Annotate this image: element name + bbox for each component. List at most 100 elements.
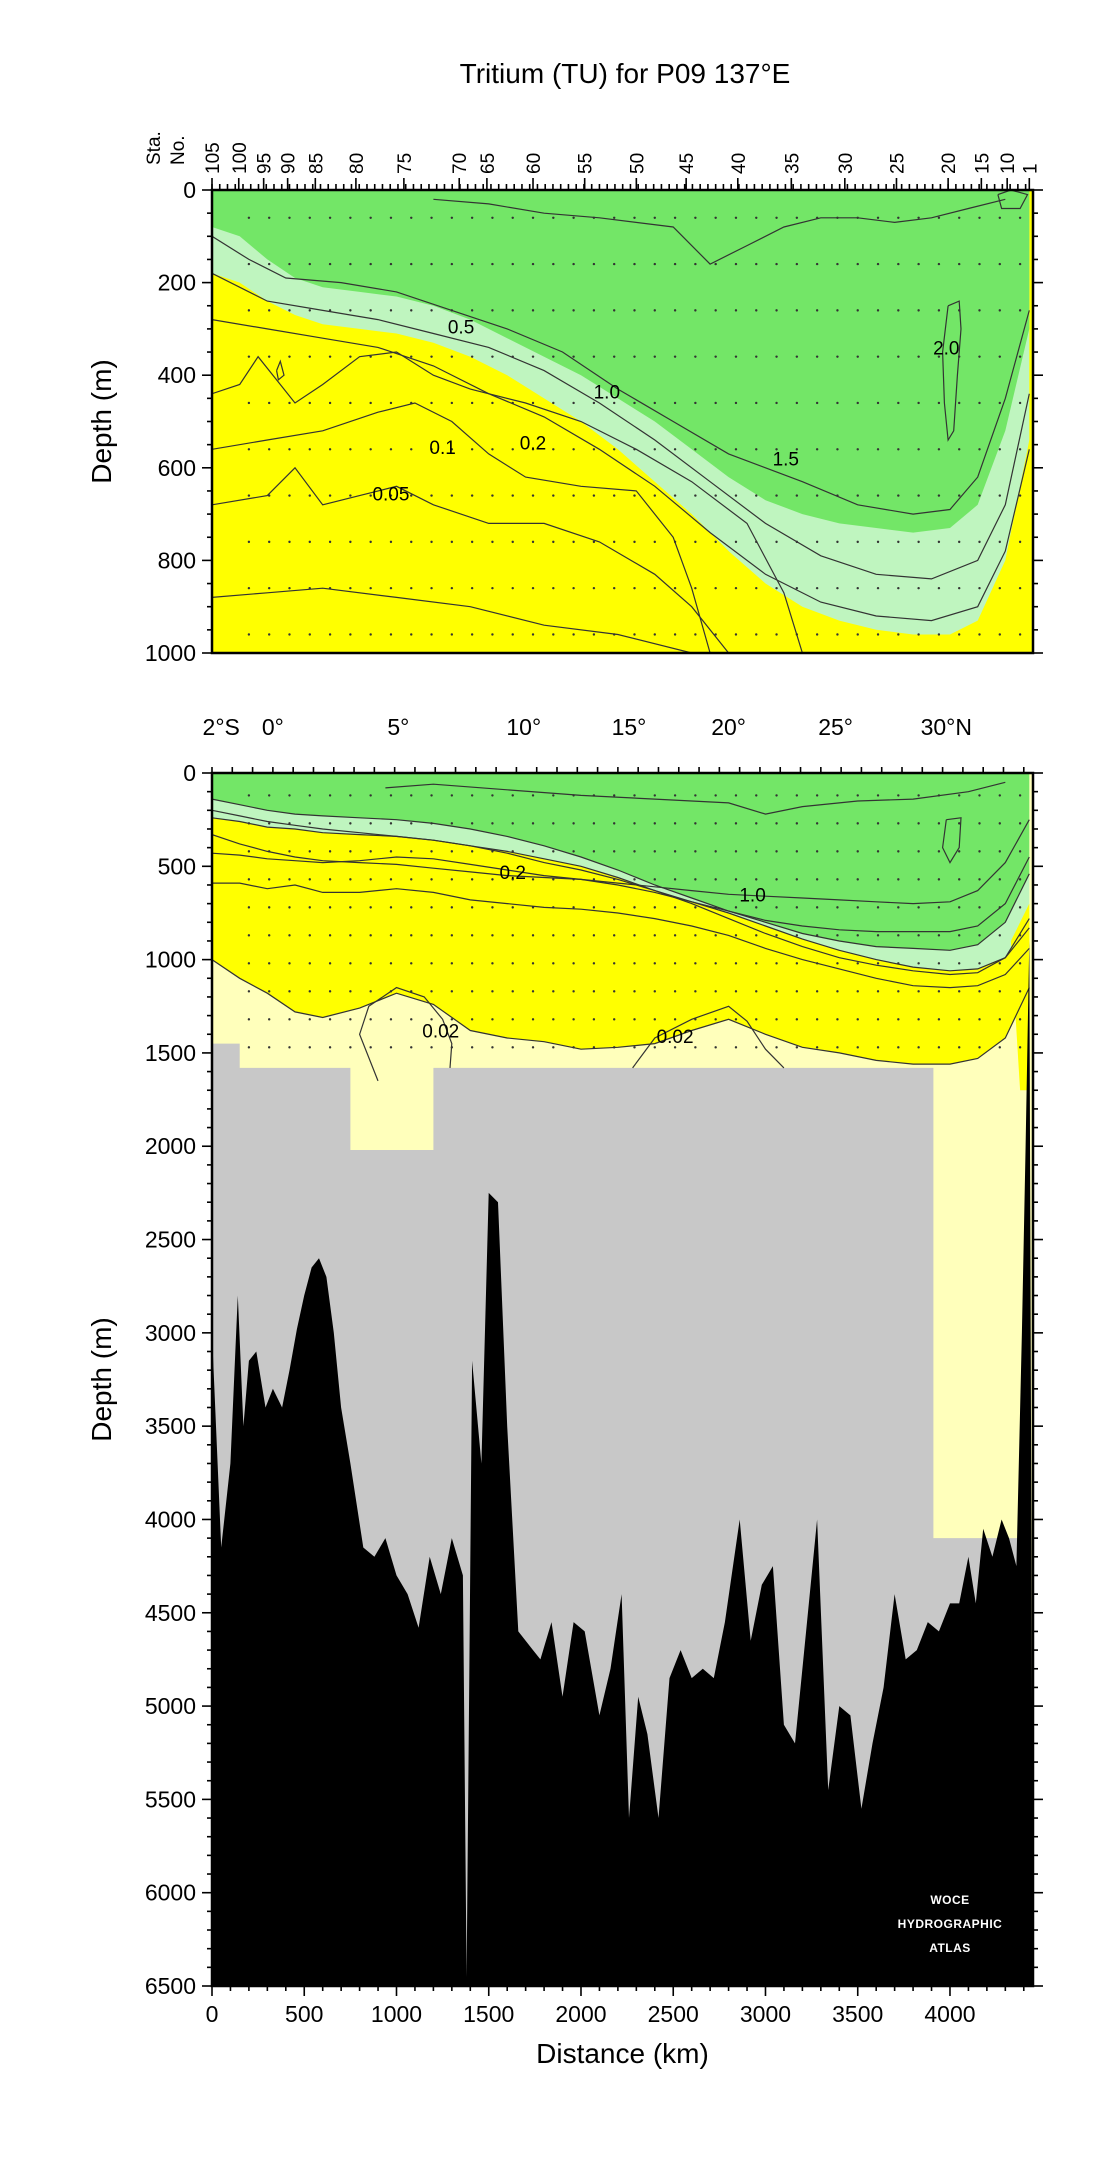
sample-dot (937, 794, 941, 797)
sample-dot (978, 850, 981, 853)
sample-dot (247, 962, 251, 965)
sample-dot (876, 355, 880, 358)
watermark-woce: WOCE (930, 1893, 969, 1907)
contour-label: 2.0 (933, 338, 959, 359)
sample-dot (917, 906, 920, 909)
sample-dot (714, 216, 717, 219)
sample-dot (389, 309, 393, 312)
contour-label: 1.0 (739, 885, 765, 906)
contour-label: 0.1 (429, 438, 455, 459)
sample-dot (856, 934, 859, 937)
sample-dot (470, 962, 474, 965)
sample-dot (978, 990, 981, 993)
sample-dot (450, 850, 454, 853)
sample-dot (267, 633, 271, 636)
sample-dot (389, 794, 393, 797)
sample-dot (795, 494, 799, 497)
sample-dot (755, 822, 758, 825)
sample-dot (328, 448, 332, 451)
sample-dot (450, 633, 454, 636)
contour-line-0-02-b (632, 1005, 785, 1069)
sample-dot (410, 962, 413, 965)
sample-dot (897, 216, 900, 219)
sample-dot (511, 1018, 514, 1021)
sample-dot (978, 309, 981, 312)
sample-dot (511, 794, 514, 797)
sample-dot (856, 586, 859, 590)
sample-dot (734, 822, 738, 825)
latitude-label: 15° (612, 714, 647, 740)
sample-dot (470, 1018, 474, 1021)
contour-small-loop (276, 359, 285, 381)
sample-dot (856, 1018, 859, 1021)
sample-dot (349, 906, 352, 909)
sample-dot (470, 633, 474, 636)
sample-dot (795, 586, 799, 590)
sample-dot (389, 448, 393, 451)
sample-dot (572, 1046, 575, 1049)
sample-dot (389, 262, 393, 266)
sample-dot (897, 850, 900, 853)
sample-dot (694, 962, 697, 965)
sample-dot (410, 633, 413, 636)
sample-dot (389, 822, 393, 825)
sample-dot (694, 906, 697, 909)
sample-dot (450, 934, 454, 937)
sample-dot (592, 309, 596, 312)
sample-dot (775, 262, 778, 266)
sample-dot (470, 990, 474, 993)
sample-dot (267, 1018, 271, 1021)
sample-dot (592, 262, 596, 266)
sample-dot (552, 878, 555, 881)
sample-dot (958, 1046, 961, 1049)
sample-dot (470, 850, 474, 853)
sample-dot (552, 850, 555, 853)
sample-dot (531, 448, 535, 451)
sample-dot (552, 934, 555, 937)
sample-dot (247, 401, 251, 405)
sample-dot (998, 633, 1001, 636)
sample-dot (592, 794, 596, 797)
sample-dot (1018, 448, 1022, 451)
station-label: 95 (255, 153, 276, 174)
sample-dot (430, 216, 433, 219)
contour-label: 0.2 (520, 433, 546, 454)
sample-dot (1018, 850, 1022, 853)
sample-dot (267, 586, 271, 590)
sample-dot (349, 850, 352, 853)
y-tick-label: 2000 (145, 1133, 196, 1159)
sample-dot (267, 216, 271, 219)
contour-label: 0.05 (372, 484, 409, 505)
sample-dot (694, 850, 697, 853)
sample-dot (1018, 794, 1022, 797)
sample-dot (734, 878, 738, 881)
sample-dot (714, 448, 717, 451)
y-tick-label: 6000 (145, 1880, 196, 1906)
sample-dot (734, 1018, 738, 1021)
sample-dot (815, 1046, 819, 1049)
sample-dot (369, 401, 372, 405)
station-label: 70 (450, 153, 471, 174)
light-green-band (212, 799, 1030, 975)
sample-dot (247, 586, 251, 590)
sample-dot (308, 540, 311, 544)
sample-dot (450, 401, 454, 405)
sample-dot (531, 906, 535, 909)
sample-dot (491, 216, 494, 219)
sample-dot (775, 355, 778, 358)
contour-line (212, 466, 730, 653)
sample-dot (369, 448, 372, 451)
sample-dot (349, 586, 352, 590)
sample-dot (572, 448, 575, 451)
sample-dot (328, 850, 332, 853)
sample-dot (308, 850, 311, 853)
sample-dot (937, 494, 941, 497)
sample-dot (917, 934, 920, 937)
sample-dot (897, 586, 900, 590)
sample-dot (897, 262, 900, 266)
sample-dot (491, 878, 494, 881)
sample-dot (998, 822, 1001, 825)
sample-dot (917, 794, 920, 797)
sample-dot (389, 962, 393, 965)
sample-dot (815, 906, 819, 909)
